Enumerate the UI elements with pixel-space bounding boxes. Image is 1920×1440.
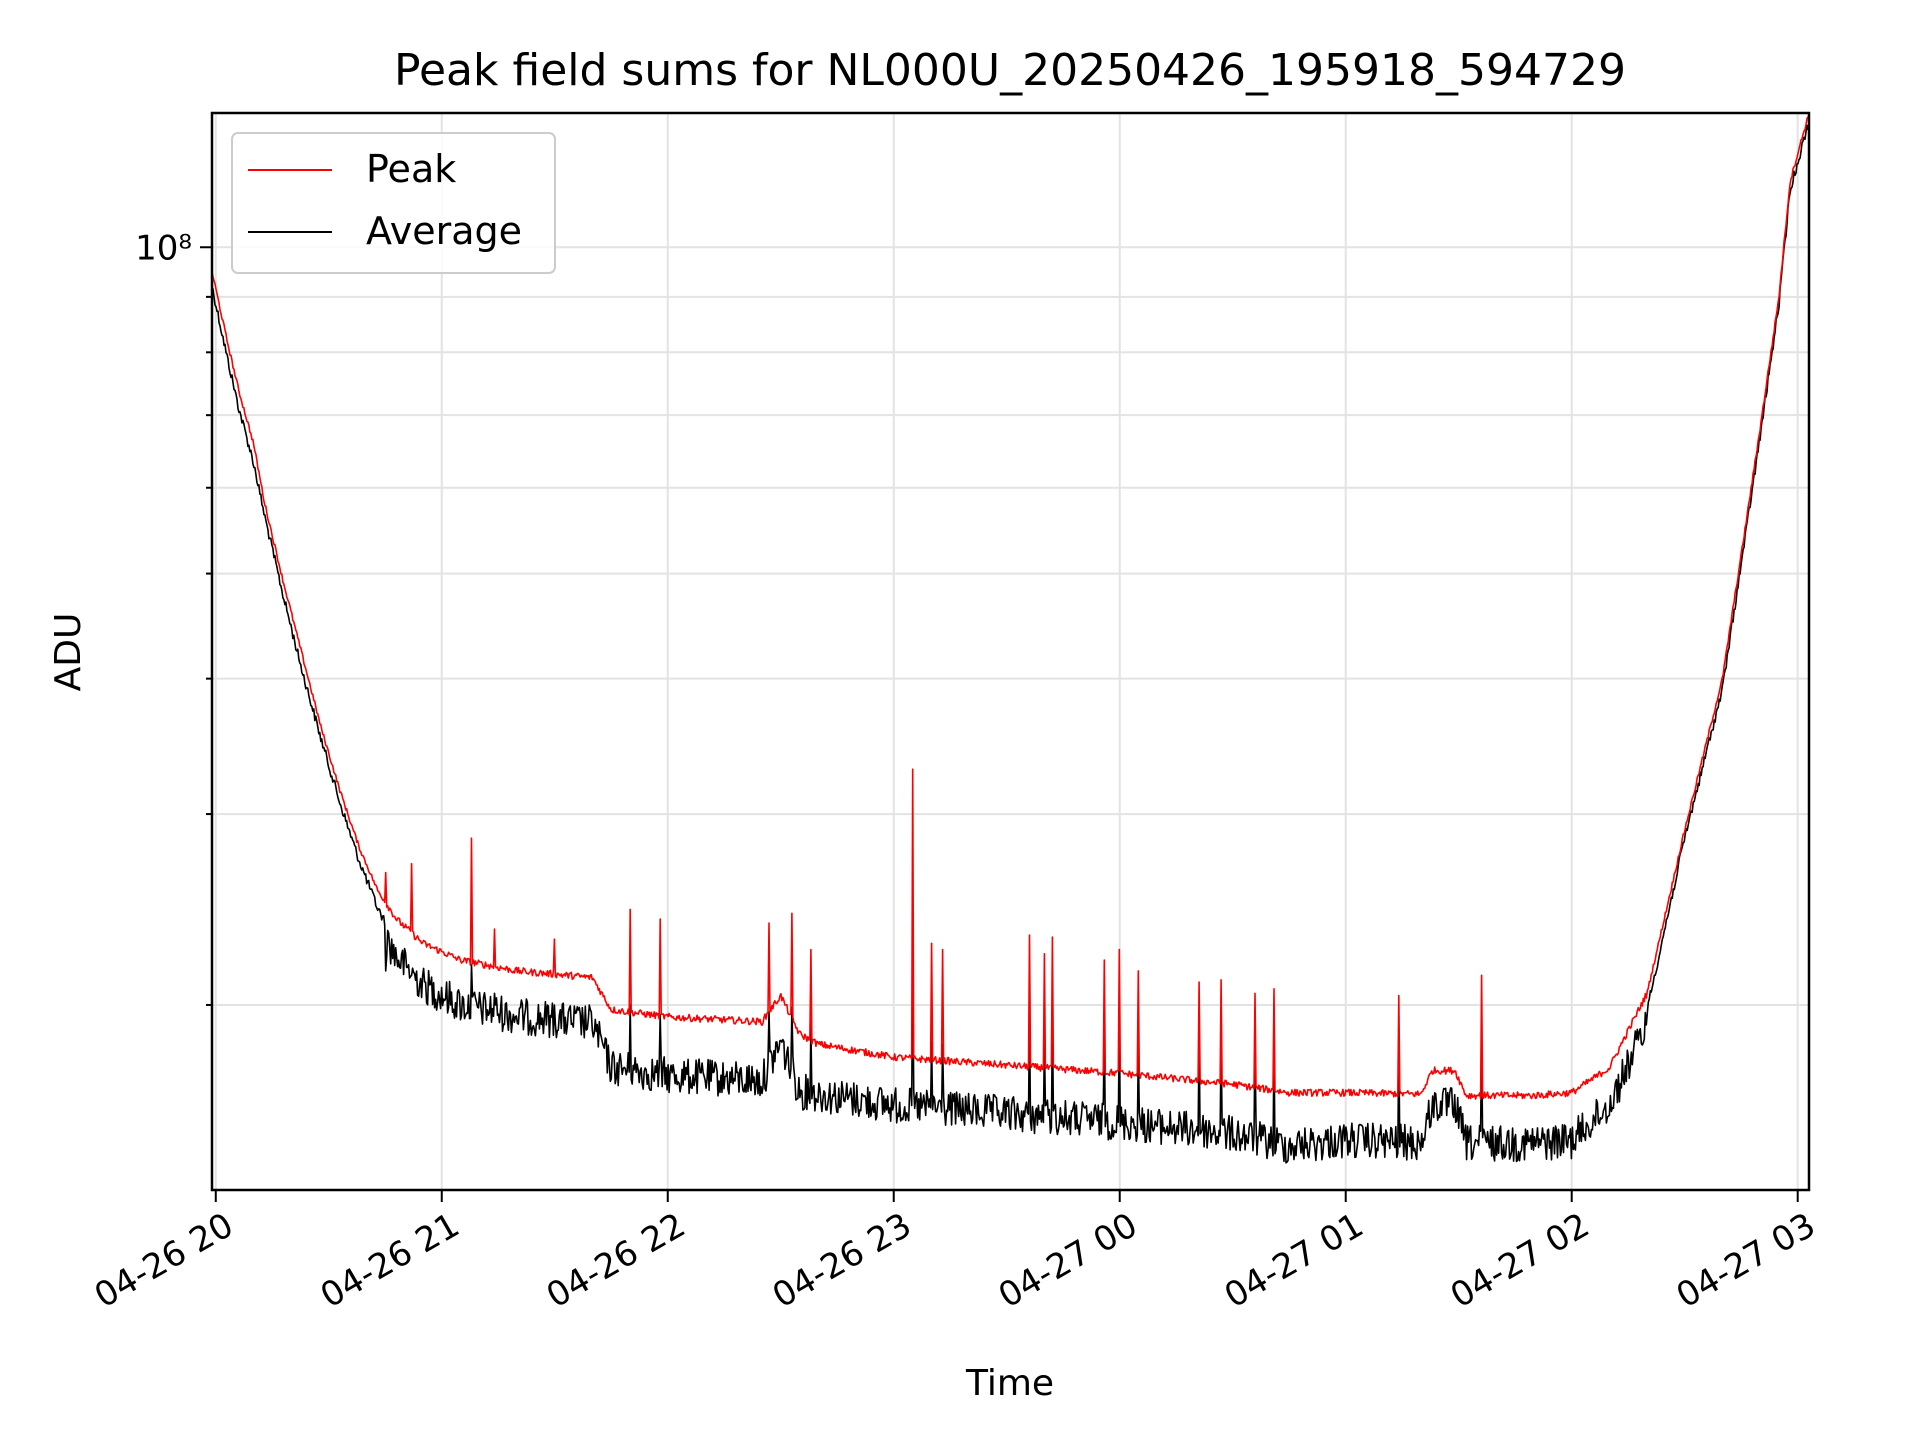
chart-title: Peak field sums for NL000U_20250426_1959… [394, 45, 1626, 96]
legend-label-peak: Peak [366, 147, 456, 191]
y-axis: 10⁸ [135, 228, 212, 1006]
x-tick-label: 04-27 02 [1444, 1205, 1596, 1316]
series-layer [212, 114, 1809, 1164]
grid [212, 113, 1809, 1190]
peak-series-line [212, 114, 1809, 1100]
x-tick-label: 04-26 23 [766, 1205, 918, 1316]
average-series-line [212, 122, 1809, 1164]
legend: Peak Average [231, 132, 556, 274]
legend-label-average: Average [366, 209, 522, 253]
x-tick-label: 04-27 03 [1670, 1205, 1822, 1316]
x-tick-label: 04-26 22 [540, 1205, 692, 1316]
legend-box [231, 132, 556, 274]
x-tick-label: 04-27 00 [992, 1205, 1144, 1316]
y-tick-label: 10⁸ [135, 228, 192, 268]
x-tick-label: 04-27 01 [1218, 1205, 1370, 1316]
y-axis-label: ADU [48, 613, 89, 692]
x-axis-label: Time [965, 1363, 1054, 1404]
x-axis: 04-26 20 04-26 21 04-26 22 04-26 23 04-27 00… [88, 1190, 1822, 1316]
x-tick-label: 04-26 20 [88, 1205, 240, 1316]
plot-frame [210, 111, 1811, 1192]
x-tick-label: 04-26 21 [314, 1205, 466, 1316]
